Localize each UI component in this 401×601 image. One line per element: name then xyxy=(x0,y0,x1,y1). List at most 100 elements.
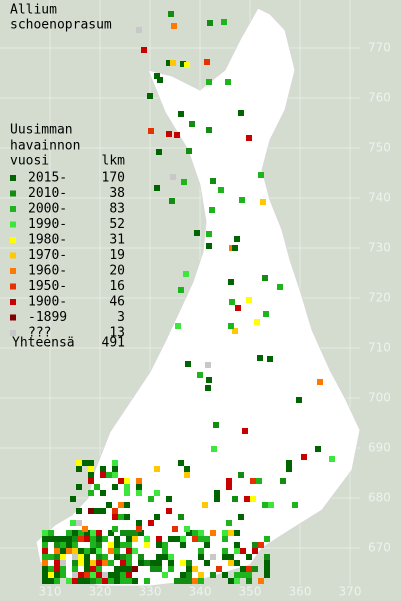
observation-square xyxy=(138,560,144,566)
legend-label: 1950- xyxy=(28,279,67,294)
observation-square xyxy=(84,554,90,560)
legend-count: 20 xyxy=(109,264,125,279)
observation-square xyxy=(180,542,186,548)
observation-square xyxy=(138,530,144,536)
observation-square xyxy=(180,572,186,578)
observation-square xyxy=(206,231,212,237)
observation-square xyxy=(246,135,252,141)
observation-square xyxy=(132,536,138,542)
observation-square xyxy=(54,560,60,566)
observation-square xyxy=(114,548,120,554)
observation-square xyxy=(214,496,220,502)
observation-square xyxy=(228,554,234,560)
observation-square xyxy=(286,460,292,466)
observation-square xyxy=(148,520,154,526)
observation-square xyxy=(132,530,138,536)
observation-square xyxy=(76,484,82,490)
observation-square xyxy=(240,566,246,572)
observation-square xyxy=(192,530,198,536)
observation-square xyxy=(268,502,274,508)
observation-square xyxy=(66,536,72,542)
observation-square xyxy=(178,111,184,117)
observation-square xyxy=(76,520,82,526)
observation-square xyxy=(258,172,264,178)
observation-square xyxy=(234,548,240,554)
observation-square xyxy=(100,508,106,514)
observation-square xyxy=(114,536,120,542)
observation-square xyxy=(102,560,108,566)
observation-square xyxy=(42,548,48,554)
observation-square xyxy=(225,79,231,85)
observation-square xyxy=(210,530,216,536)
observation-square xyxy=(76,508,82,514)
observation-square xyxy=(156,149,162,155)
observation-square xyxy=(42,536,48,542)
observation-square xyxy=(222,554,228,560)
legend-label: 1970- xyxy=(28,248,67,263)
observation-square xyxy=(209,207,215,213)
observation-square xyxy=(114,572,120,578)
legend-heading: havainnon xyxy=(10,139,80,154)
observation-square xyxy=(258,578,264,584)
observation-square xyxy=(315,446,321,452)
observation-square xyxy=(150,560,156,566)
observation-square xyxy=(184,526,190,532)
observation-square xyxy=(263,311,269,317)
observation-square xyxy=(126,572,132,578)
observation-square xyxy=(42,572,48,578)
observation-square xyxy=(162,548,168,554)
observation-square xyxy=(168,11,174,17)
observation-square xyxy=(228,279,234,285)
observation-square xyxy=(186,578,192,584)
x-grid-label: 350 xyxy=(239,585,262,599)
observation-square xyxy=(106,502,112,508)
observation-square xyxy=(157,77,163,83)
observation-square xyxy=(84,530,90,536)
observation-square xyxy=(54,578,60,584)
observation-square xyxy=(88,466,94,472)
observation-square xyxy=(66,578,72,584)
observation-square xyxy=(238,472,244,478)
observation-square xyxy=(235,305,241,311)
observation-square xyxy=(88,460,94,466)
grid-labels: 310 320 330 340 350 360 3707707607507407307207… xyxy=(39,41,391,599)
legend-count: 16 xyxy=(109,279,125,294)
observation-square xyxy=(48,536,54,542)
observation-square xyxy=(90,560,96,566)
observation-square xyxy=(78,554,84,560)
observation-square xyxy=(120,530,126,536)
observation-square xyxy=(108,572,114,578)
legend-heading: vuosi xyxy=(10,154,49,169)
observation-square xyxy=(228,578,234,584)
observation-square xyxy=(120,572,126,578)
observation-square xyxy=(175,323,181,329)
observation-square xyxy=(246,297,252,303)
observation-square xyxy=(252,542,258,548)
observation-square xyxy=(112,466,118,472)
observation-square xyxy=(162,554,168,560)
observation-square xyxy=(166,131,172,137)
observation-square xyxy=(277,284,283,290)
observation-square xyxy=(156,554,162,560)
observation-square xyxy=(88,472,94,478)
observation-square xyxy=(96,578,102,584)
observation-square xyxy=(207,20,213,26)
observation-square xyxy=(126,536,132,542)
observation-square xyxy=(72,542,78,548)
observation-square xyxy=(150,566,156,572)
observation-square xyxy=(124,514,130,520)
observation-square xyxy=(226,484,232,490)
observation-square xyxy=(78,572,84,578)
legend-label: 1990- xyxy=(28,217,67,232)
observation-square xyxy=(174,536,180,542)
observation-square xyxy=(192,536,198,542)
observation-square xyxy=(48,566,54,572)
observation-square xyxy=(96,554,102,560)
observation-square xyxy=(213,422,219,428)
observation-square xyxy=(136,27,142,33)
observation-square xyxy=(222,548,228,554)
observation-square xyxy=(222,572,228,578)
observation-square xyxy=(72,536,78,542)
observation-square xyxy=(84,572,90,578)
observation-square xyxy=(242,428,248,434)
